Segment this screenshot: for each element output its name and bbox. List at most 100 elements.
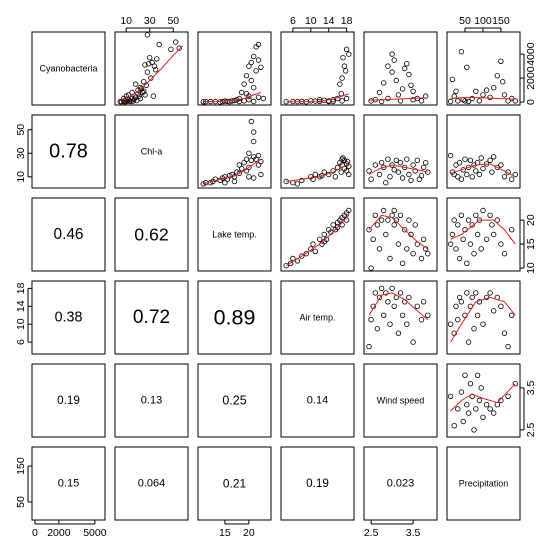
- scatter-point: [334, 224, 341, 230]
- scatter-point: [408, 177, 414, 184]
- scatter-point: [460, 418, 466, 425]
- scatter-point: [317, 236, 323, 242]
- top-tick-label: 50: [167, 15, 179, 27]
- left-tick-label: 14: [15, 300, 27, 312]
- scatter-point: [476, 98, 483, 104]
- left-tick-label: 18: [15, 282, 27, 294]
- correlation-3-0: 0.38: [55, 310, 83, 326]
- scatter-point: [258, 171, 264, 178]
- scatter-point: [246, 150, 252, 156]
- left-tick-label: 50: [15, 124, 27, 136]
- right-tick-label: 4000: [525, 42, 537, 66]
- smooth-line: [450, 163, 516, 178]
- scatter-point: [255, 57, 262, 63]
- scatter-point: [397, 159, 404, 166]
- bottom-tick-label: 5000: [83, 527, 107, 539]
- scatter-point: [338, 90, 344, 97]
- scatter-point: [312, 248, 318, 254]
- correlation-4-1: 0.13: [141, 395, 162, 407]
- scatter-point: [455, 98, 461, 104]
- scatter-point: [489, 169, 495, 175]
- panel-border: [197, 446, 272, 521]
- scatter-point: [148, 75, 154, 81]
- scatter-point: [491, 154, 497, 160]
- scatter-point: [236, 170, 242, 176]
- panel-border: [363, 114, 438, 189]
- correlation-5-2: 0.21: [223, 477, 247, 491]
- bottom-tick-label: 3.5: [406, 527, 421, 539]
- scatter-point: [395, 92, 402, 98]
- smooth-line: [203, 92, 262, 103]
- top-tick-label: 18: [341, 15, 353, 27]
- right-tick-label: 0: [525, 99, 537, 105]
- panel-border: [363, 197, 438, 272]
- scatter-point: [156, 41, 162, 48]
- scatter-point: [340, 55, 346, 61]
- scatter-point: [449, 231, 456, 238]
- scatter-point: [378, 217, 385, 223]
- scatter-point: [176, 45, 182, 51]
- scatter-point: [480, 165, 486, 172]
- scatter-point: [330, 222, 336, 228]
- correlation-4-3: 0.14: [307, 395, 328, 407]
- panel-border: [114, 363, 189, 438]
- scatter-point: [389, 69, 395, 75]
- panel-border: [363, 363, 438, 438]
- scatter-point: [464, 64, 470, 70]
- scatter-point: [344, 158, 351, 165]
- panel-border: [197, 114, 272, 189]
- panel-border: [280, 31, 355, 106]
- panel-border: [31, 446, 106, 521]
- scatter-point: [389, 285, 395, 292]
- correlation-5-0: 0.15: [58, 478, 80, 490]
- scatter-point: [480, 414, 486, 420]
- scatter-point: [287, 260, 294, 266]
- scatter-point: [222, 179, 228, 186]
- scatter-point: [226, 98, 233, 105]
- scatter-point: [473, 212, 479, 218]
- scatter-point: [476, 397, 483, 404]
- scatter-point: [391, 303, 397, 309]
- scatter-point: [462, 372, 468, 378]
- scatter-point: [135, 87, 141, 93]
- scatter-point: [378, 98, 385, 105]
- scatter-point: [141, 78, 147, 85]
- scatter-point: [467, 157, 474, 163]
- scatter-point: [474, 372, 481, 378]
- scatter-point: [501, 250, 508, 257]
- scatter-point: [425, 312, 431, 318]
- top-tick-label: 10: [120, 15, 132, 27]
- scatter-point: [402, 65, 408, 72]
- scatter-point: [389, 51, 395, 57]
- scatter-point: [471, 326, 477, 332]
- scatter-point: [142, 62, 148, 68]
- panel-border: [446, 280, 521, 355]
- scatter-point: [383, 179, 389, 186]
- smooth-line: [450, 96, 516, 100]
- scatter-point: [412, 168, 418, 174]
- scatter-point: [391, 222, 397, 228]
- top-tick-label: 30: [144, 15, 156, 27]
- scatter-point: [455, 174, 461, 180]
- scatter-point: [341, 63, 348, 69]
- scatter-point: [509, 176, 515, 182]
- scatter-point: [467, 241, 474, 247]
- scatter-point: [460, 236, 466, 242]
- scatter-point: [447, 152, 454, 159]
- scatter-point: [366, 226, 372, 233]
- scatter-point: [410, 88, 416, 94]
- scatter-point: [453, 88, 459, 94]
- scatter-point: [464, 290, 470, 296]
- panel-border: [280, 363, 355, 438]
- scatter-point: [387, 174, 393, 180]
- scatter-point: [255, 94, 262, 100]
- correlation-4-0: 0.19: [57, 394, 80, 407]
- scatter-point: [378, 285, 385, 292]
- scatter-point: [150, 93, 156, 99]
- scatter-point: [512, 381, 518, 387]
- right-tick-label: 3.5: [525, 380, 537, 395]
- scatter-point: [498, 241, 504, 247]
- scatter-point: [250, 84, 257, 91]
- scatter-point: [248, 59, 254, 66]
- scatter-point: [487, 157, 493, 163]
